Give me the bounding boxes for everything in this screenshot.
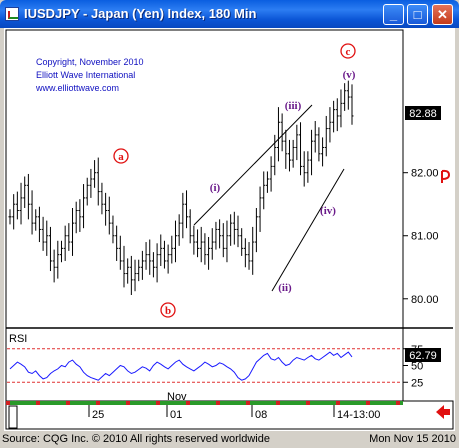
time-strip-segment (326, 401, 330, 405)
time-strip-segment (316, 401, 320, 405)
rsi-value-label: 62.79 (409, 350, 437, 362)
time-strip-segment (226, 401, 230, 405)
channel-upper-line (193, 104, 313, 226)
time-strip-segment (296, 401, 300, 405)
time-strip-segment (246, 401, 250, 405)
time-strip-segment (336, 401, 340, 405)
time-strip-segment (56, 401, 60, 405)
month-label: Nov (167, 391, 187, 403)
svg-text:c: c (346, 46, 351, 58)
time-axis: 25 01 08 14-13:00 (6, 401, 403, 429)
time-strip-segment (186, 401, 190, 405)
time-strip-segment (126, 401, 130, 405)
time-tick-label: 08 (255, 409, 267, 421)
price-panel (5, 29, 404, 329)
time-strip-segment (86, 401, 90, 405)
price-tick-label: 81.00 (411, 231, 439, 243)
time-strip-segment (346, 401, 350, 405)
source-text: Source: CQG Inc. © 2010 All rights reser… (2, 433, 270, 445)
marker-icon (441, 169, 451, 183)
status-date: Mon Nov 15 2010 (369, 433, 456, 445)
time-strip-segment (16, 401, 20, 405)
time-strip-segment (366, 401, 370, 405)
channel-lower-line (271, 168, 345, 292)
time-strip-segment (376, 401, 380, 405)
rsi-tick-label: 50 (411, 361, 423, 373)
time-strip-segment (46, 401, 50, 405)
rsi-panel (5, 327, 404, 402)
window-title: IUSDJPY - Japan (Yen) Index, 180 Min (24, 6, 257, 21)
scroll-left-arrow-icon[interactable] (436, 405, 450, 419)
time-tick-label: 14-13:00 (337, 409, 380, 421)
time-strip-segment (116, 401, 120, 405)
time-strip-segment (286, 401, 290, 405)
time-strip-segment (6, 401, 10, 405)
time-strip-segment (36, 401, 40, 405)
time-strip-segment (306, 401, 310, 405)
time-strip-segment (236, 401, 240, 405)
time-strip-segment (76, 401, 80, 405)
rsi-title: RSI (9, 333, 27, 345)
close-button[interactable]: ✕ (432, 4, 453, 25)
copyright-line3[interactable]: www.elliottwave.com (35, 83, 119, 93)
current-price-box (405, 106, 441, 120)
time-strip-segment (256, 401, 260, 405)
minimize-button[interactable]: _ (383, 4, 404, 25)
time-strip-segment (396, 401, 400, 405)
wave-label-iii: (iii) (285, 100, 302, 112)
time-strip-segment (266, 401, 270, 405)
svg-text:b: b (165, 305, 171, 317)
maximize-button[interactable]: □ (407, 4, 428, 25)
rsi-tick-label: 25 (411, 377, 423, 389)
copyright-line2: Elliott Wave International (36, 70, 135, 80)
time-strip-segment (206, 401, 210, 405)
rsi-axis: 755025 (403, 344, 423, 389)
time-strip (6, 401, 403, 405)
time-strip-segment (386, 401, 390, 405)
copyright-line1: Copyright, November 2010 (36, 57, 144, 67)
time-strip-segment (176, 401, 180, 405)
time-strip-segment (106, 401, 110, 405)
price-bars (8, 80, 354, 295)
title-bar[interactable]: IUSDJPY - Japan (Yen) Index, 180 Min _ □… (0, 0, 459, 28)
status-bar: Source: CQG Inc. © 2010 All rights reser… (0, 431, 459, 448)
time-strip-segment (136, 401, 140, 405)
time-strip-segment (156, 401, 160, 405)
chart-app-icon[interactable] (5, 7, 19, 21)
rsi-layer (7, 348, 402, 383)
wave-label-b: b (160, 302, 176, 318)
time-tick-label: 01 (170, 409, 182, 421)
price-tick-label: 82.00 (411, 168, 439, 180)
wave-label-ii: (ii) (278, 282, 292, 294)
time-strip-segment (216, 401, 220, 405)
price-tick-label: 80.00 (411, 294, 439, 306)
time-strip-segment (356, 401, 360, 405)
time-axis-area (5, 400, 454, 430)
wave-label-i: (i) (210, 182, 221, 194)
time-scroll-thumb (8, 405, 18, 429)
time-strip-segment (96, 401, 100, 405)
time-strip-segment (146, 401, 150, 405)
time-strip-segment (276, 401, 280, 405)
rsi-value-box (405, 348, 441, 362)
time-strip-segment (166, 401, 170, 405)
time-tick-label: 25 (92, 409, 104, 421)
price-chart[interactable]: 25 01 08 14-13:00 Copyright, November 2010 … (4, 28, 455, 431)
time-strip-segment (26, 401, 30, 405)
wave-label-v: (v) (343, 69, 356, 81)
wave-label-iv: (iv) (320, 205, 336, 217)
chart-frame: 25 01 08 14-13:00 Copyright, November 2010 … (4, 28, 455, 431)
price-axis-area (403, 30, 453, 401)
time-strip-segment (66, 401, 70, 405)
time-strip-segment (196, 401, 200, 405)
wave-label-a: a (113, 148, 129, 164)
rsi-line (9, 351, 353, 381)
svg-text:a: a (118, 151, 124, 163)
current-price-label: 82.88 (409, 108, 437, 120)
wave-label-c: c (340, 43, 356, 59)
